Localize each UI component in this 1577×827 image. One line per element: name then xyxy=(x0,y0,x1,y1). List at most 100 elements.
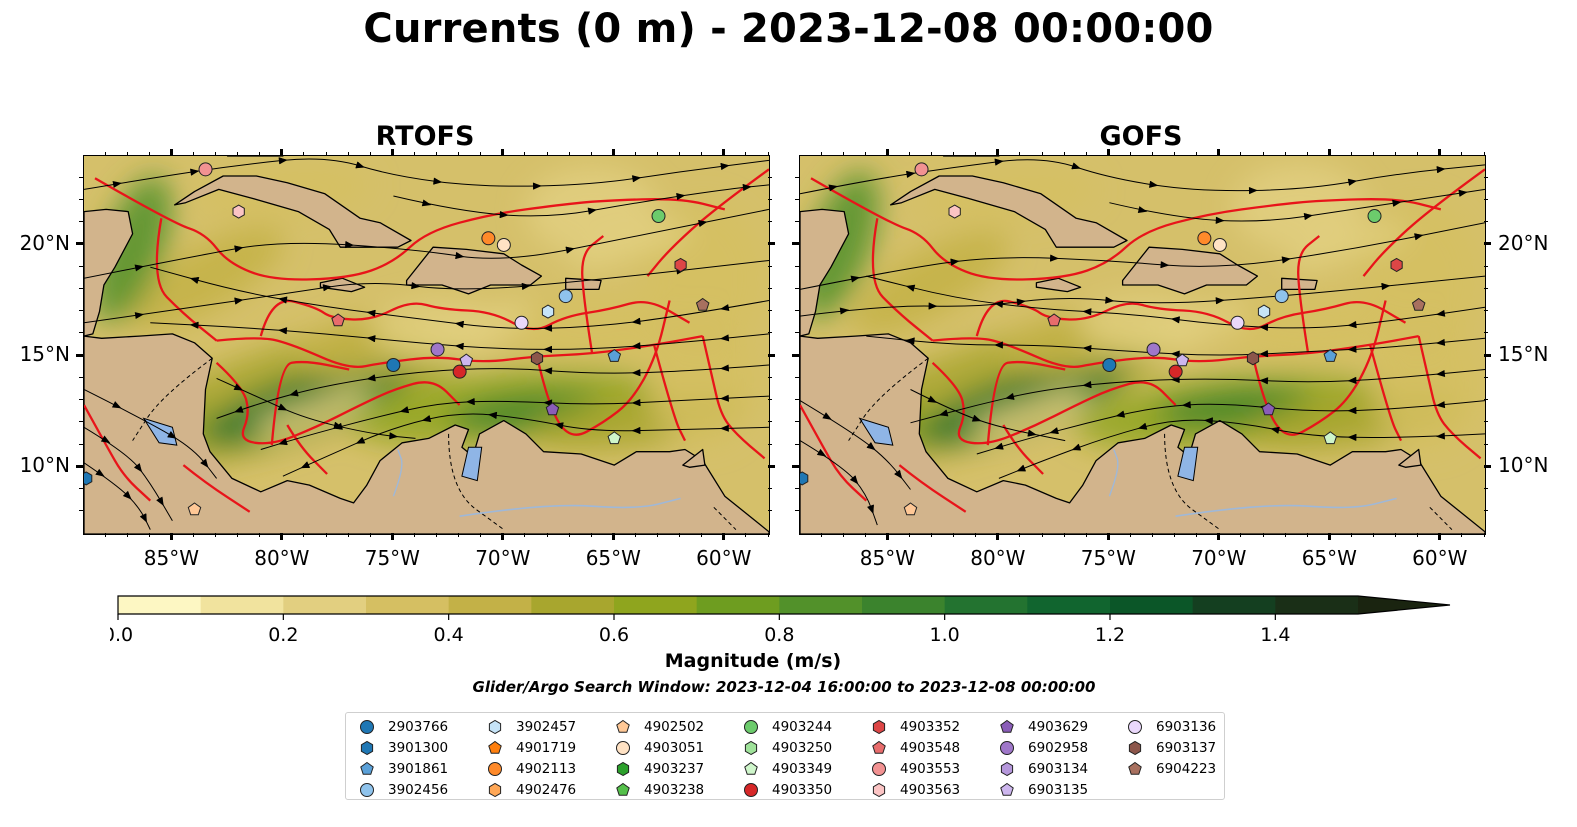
streamline-arrow xyxy=(95,468,105,477)
float-marker xyxy=(1367,209,1382,224)
streamline-arrow xyxy=(111,401,122,409)
float-marker xyxy=(530,351,544,366)
streamline-arrow xyxy=(565,246,576,254)
streamline-arrow xyxy=(366,335,376,343)
colorbar-segment xyxy=(283,596,367,614)
river xyxy=(1175,497,1397,517)
float-marker xyxy=(1246,351,1260,366)
legend-marker-hexagon-icon xyxy=(1128,740,1142,756)
legend-marker xyxy=(616,719,630,733)
streamline-arrow xyxy=(950,258,960,266)
streamline-arrow xyxy=(894,469,903,480)
streamline-arrow xyxy=(366,374,376,382)
streamline-arrow xyxy=(1435,401,1446,409)
streamline-arrow xyxy=(200,458,209,468)
streamline-arrow xyxy=(1137,206,1148,213)
colorbar-segment xyxy=(944,596,1028,614)
legend-marker xyxy=(1128,761,1142,775)
streamline-arrow xyxy=(1137,422,1148,430)
float-marker xyxy=(1411,297,1426,311)
streamline-arrow xyxy=(993,300,1004,308)
streamline-arrow xyxy=(1071,443,1082,451)
legend-label: 4902113 xyxy=(516,761,577,777)
float-marker xyxy=(903,502,918,516)
streamline-arrow xyxy=(433,177,443,185)
streamline-arrow xyxy=(234,245,244,253)
streamline-arrow xyxy=(233,383,244,391)
float-marker xyxy=(1230,315,1245,330)
streamline-arrow xyxy=(1347,376,1357,384)
eez-boundary xyxy=(898,464,967,513)
legend-marker xyxy=(360,720,374,734)
legend-marker-circle-icon xyxy=(744,783,758,797)
streamline-arrow xyxy=(278,157,288,165)
land-yucatan xyxy=(84,208,134,337)
colorbar-segment xyxy=(366,596,450,614)
map-rtofs[interactable] xyxy=(83,155,770,535)
colorbar: 0.0 0.2 0.4 0.6 0.8 1.0 1.2 1.4 xyxy=(110,595,1451,646)
lat-tick-label-left: 20°N xyxy=(19,230,70,255)
colorbar-extend-arrow xyxy=(1358,596,1450,614)
streamline-arrow xyxy=(631,427,641,435)
float-marker xyxy=(198,162,213,177)
colorbar-tick-label: 0.6 xyxy=(599,624,629,646)
legend-marker-pentagon-icon xyxy=(872,740,886,754)
streamline-arrow xyxy=(1016,464,1027,472)
streamline xyxy=(216,377,416,440)
legend-label: 4903349 xyxy=(772,761,833,777)
legend-label: 4903244 xyxy=(772,719,833,735)
legend-marker-circle-icon xyxy=(1128,720,1142,734)
colorbar-tick-label: 0.2 xyxy=(268,624,298,646)
streamline-arrow xyxy=(1435,338,1446,346)
legend-marker xyxy=(616,761,630,777)
legend-entry: 3901861 xyxy=(358,759,448,779)
streamline-arrow xyxy=(134,264,145,272)
legend-entry: 4903250 xyxy=(742,738,832,758)
legend-label: 6903135 xyxy=(1028,782,1089,798)
colorbar-segment xyxy=(200,596,284,614)
float-marker xyxy=(187,502,202,516)
streamlines xyxy=(84,157,769,530)
legend-marker xyxy=(1000,741,1014,755)
streamline-arrow xyxy=(1115,410,1126,418)
country-border xyxy=(848,357,929,441)
streamline-arrow xyxy=(399,406,410,414)
float-marker xyxy=(430,342,445,357)
colorbar-segment xyxy=(448,596,532,614)
streamline-arrow xyxy=(234,297,244,305)
streamline-arrow xyxy=(631,317,641,325)
land-trinidad xyxy=(682,448,706,468)
streamline-arrow xyxy=(1170,316,1181,324)
float-marker xyxy=(1168,364,1183,379)
axis-tick xyxy=(792,353,799,357)
streamline-arrow xyxy=(1458,189,1468,197)
legend-label: 4903548 xyxy=(900,740,961,756)
streamlines xyxy=(800,158,1485,526)
colorbar-label: Magnitude (m/s) xyxy=(664,650,842,672)
streamline-arrow xyxy=(487,411,498,419)
streamline-arrow xyxy=(133,463,143,473)
legend-entry: 4903563 xyxy=(870,780,960,800)
axis-tick xyxy=(76,242,83,246)
streamline-arrow xyxy=(1082,345,1092,353)
streamline-arrow xyxy=(1435,370,1446,377)
legend-entry: 4903238 xyxy=(614,780,704,800)
streamline-arrow xyxy=(421,199,432,207)
legend-label: 6902958 xyxy=(1028,740,1089,756)
streamline-arrow xyxy=(543,345,552,353)
legend-marker xyxy=(616,741,630,755)
legend-marker xyxy=(1000,761,1014,777)
legend-marker-hexagon-icon xyxy=(872,719,886,735)
streamline-arrow xyxy=(1435,432,1445,440)
float-markers xyxy=(84,162,710,516)
legend-marker xyxy=(360,740,374,756)
legend-label: 4903051 xyxy=(644,740,705,756)
legend-entry: 4903237 xyxy=(614,759,704,779)
streamline-arrow xyxy=(278,438,288,445)
legend-marker xyxy=(872,740,886,754)
legend-entry: 6903134 xyxy=(998,759,1088,779)
float-marker xyxy=(1212,237,1227,252)
colorbar-tick-label: 1.0 xyxy=(930,624,960,646)
map-gofs[interactable] xyxy=(799,155,1486,535)
streamline-arrow xyxy=(1259,350,1269,358)
